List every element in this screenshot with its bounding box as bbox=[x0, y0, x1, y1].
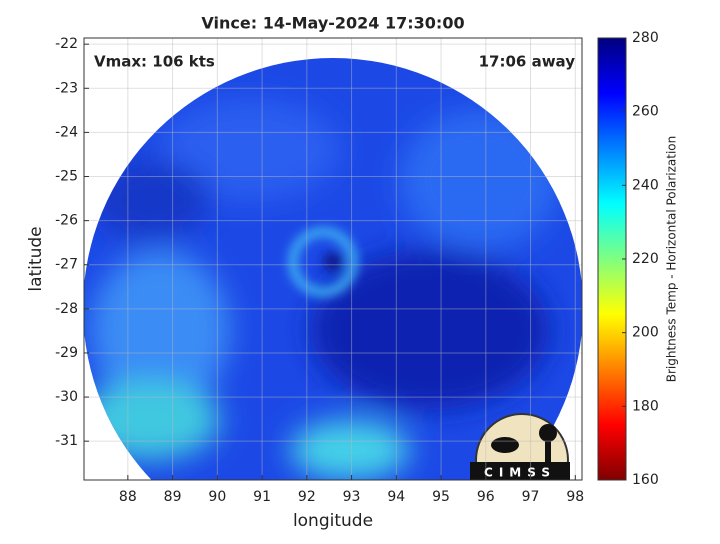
x-tick-label: 94 bbox=[387, 489, 405, 505]
colorbar-label: Brightness Temp - Horizontal Polarizatio… bbox=[665, 136, 679, 383]
y-tick-label: -26 bbox=[55, 213, 78, 229]
y-axis-label: latitude bbox=[26, 226, 46, 291]
colorbar-tick-label: 160 bbox=[632, 472, 659, 488]
colorbar-tick-label: 200 bbox=[632, 325, 659, 341]
x-tick-label: 88 bbox=[119, 489, 137, 505]
y-tick-label: -24 bbox=[55, 124, 78, 140]
x-tick-label: 91 bbox=[253, 489, 271, 505]
y-tick-label: -23 bbox=[55, 80, 78, 96]
x-tick-label: 90 bbox=[208, 489, 226, 505]
y-tick-label: -25 bbox=[55, 169, 78, 185]
colorbar-tick-label: 280 bbox=[632, 30, 659, 46]
colorbar-tick-label: 240 bbox=[632, 177, 659, 193]
chart-title: Vince: 14-May-2024 17:30:00 bbox=[201, 14, 464, 33]
y-tick-label: -31 bbox=[55, 433, 78, 449]
colorbar-tick-label: 260 bbox=[632, 104, 659, 120]
x-tick-label: 93 bbox=[343, 489, 361, 505]
y-tick-label: -29 bbox=[55, 345, 78, 361]
logo: CIMSS bbox=[470, 413, 570, 480]
y-tick-label: -28 bbox=[55, 301, 78, 317]
annotation: 17:06 away bbox=[479, 53, 576, 71]
y-tick-label: -27 bbox=[55, 257, 78, 273]
x-tick-label: 89 bbox=[164, 489, 182, 505]
colorbar-tick-label: 220 bbox=[632, 251, 659, 267]
y-tick-label: -22 bbox=[55, 36, 78, 52]
colorbar-tick-label: 180 bbox=[632, 398, 659, 414]
logo-text: CIMSS bbox=[484, 466, 556, 480]
x-tick-label: 97 bbox=[522, 489, 540, 505]
x-tick-label: 92 bbox=[298, 489, 316, 505]
x-tick-label: 98 bbox=[566, 489, 584, 505]
annotation: Vmax: 106 kts bbox=[94, 53, 215, 71]
x-tick-label: 96 bbox=[477, 489, 495, 505]
x-axis-label: longitude bbox=[293, 511, 373, 531]
y-tick-label: -30 bbox=[55, 389, 78, 405]
x-tick-label: 95 bbox=[432, 489, 450, 505]
plot-frame bbox=[83, 37, 583, 481]
colorbar bbox=[597, 37, 627, 481]
